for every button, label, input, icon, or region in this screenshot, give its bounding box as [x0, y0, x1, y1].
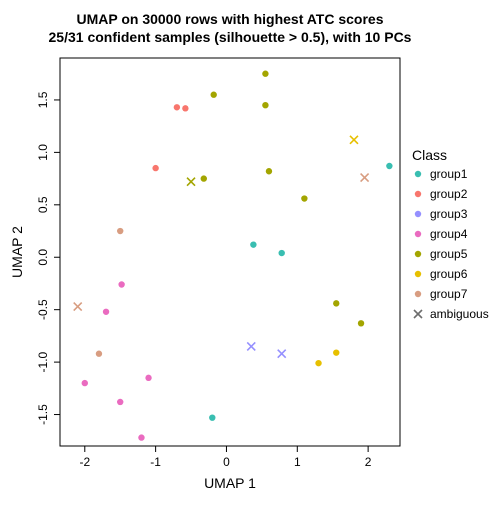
x-axis-title: UMAP 1 — [204, 475, 256, 491]
legend-label: group3 — [430, 207, 468, 221]
legend-swatch — [415, 291, 421, 297]
scatter-point — [201, 175, 207, 181]
scatter-point — [118, 281, 124, 287]
legend-swatch — [415, 231, 421, 237]
x-tick-label: -2 — [79, 455, 90, 469]
legend-swatch — [415, 271, 421, 277]
scatter-point — [333, 349, 339, 355]
scatter-point — [250, 241, 256, 247]
scatter-point — [262, 71, 268, 77]
scatter-point — [209, 414, 215, 420]
y-tick-label: 1.5 — [36, 91, 50, 108]
x-tick-label: 0 — [223, 455, 230, 469]
x-tick-label: -1 — [150, 455, 161, 469]
y-tick-label: 0.5 — [36, 196, 50, 213]
scatter-svg: -2 -1 0 1 2 -1.5 -1.0 -0.5 0.0 0.5 1.0 1.5 UMAP 1 UMA… — [0, 0, 504, 504]
y-tick-label: -0.5 — [36, 299, 50, 320]
scatter-point — [103, 309, 109, 315]
plot-bg — [0, 0, 504, 504]
scatter-point — [117, 228, 123, 234]
legend-label: group6 — [430, 267, 468, 281]
legend-swatch — [415, 171, 421, 177]
chart-container: { "chart": { "type": "scatter", "title_l… — [0, 0, 504, 504]
legend-swatch — [415, 191, 421, 197]
scatter-point — [315, 360, 321, 366]
scatter-point — [82, 380, 88, 386]
scatter-point — [333, 300, 339, 306]
scatter-point — [358, 320, 364, 326]
scatter-point — [174, 104, 180, 110]
legend-label: group5 — [430, 247, 468, 261]
scatter-point — [279, 250, 285, 256]
scatter-point — [96, 351, 102, 357]
legend-label: group2 — [430, 187, 468, 201]
x-tick-label: 1 — [294, 455, 301, 469]
scatter-point — [386, 163, 392, 169]
scatter-point — [301, 195, 307, 201]
legend-swatch — [415, 251, 421, 257]
scatter-point — [138, 434, 144, 440]
legend-label: group7 — [430, 287, 468, 301]
scatter-point — [117, 399, 123, 405]
plot-title-line2: 25/31 confident samples (silhouette > 0.… — [49, 29, 412, 45]
y-tick-label: 1.0 — [36, 144, 50, 161]
x-tick-label: 2 — [365, 455, 372, 469]
y-tick-label: -1.5 — [36, 404, 50, 425]
scatter-point — [262, 102, 268, 108]
legend-label: group1 — [430, 167, 468, 181]
legend-title: Class — [412, 147, 447, 163]
legend-label: ambiguous — [430, 307, 489, 321]
scatter-point — [266, 168, 272, 174]
scatter-point — [152, 165, 158, 171]
scatter-point — [145, 375, 151, 381]
y-tick-label: 0.0 — [36, 249, 50, 266]
y-tick-label: -1.0 — [36, 351, 50, 372]
legend-swatch — [415, 211, 421, 217]
scatter-point — [211, 92, 217, 98]
y-axis-title: UMAP 2 — [9, 226, 25, 278]
legend-label: group4 — [430, 227, 468, 241]
plot-title-line1: UMAP on 30000 rows with highest ATC scor… — [76, 11, 383, 27]
scatter-point — [182, 105, 188, 111]
